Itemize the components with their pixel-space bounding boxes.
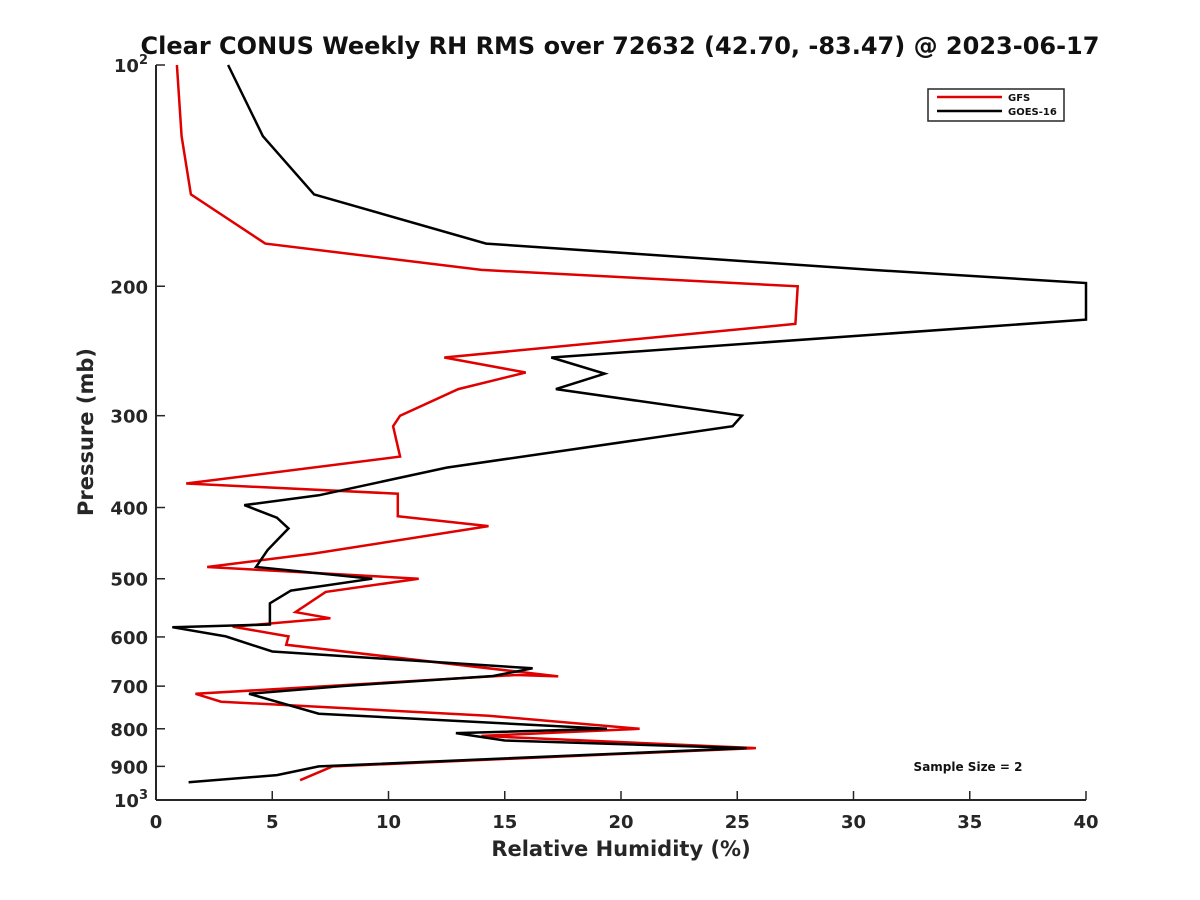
x-tick-label: 5	[266, 812, 279, 833]
y-ticks: 102 200 300 400 500 600 700 800 900 103	[110, 53, 165, 812]
x-tick-label: 20	[608, 812, 633, 833]
series-layer	[172, 64, 1088, 784]
y-tick-label: 102	[114, 53, 148, 77]
series-line-goes-16	[172, 64, 1088, 784]
x-tick-label: 35	[957, 812, 982, 833]
y-tick-label: 900	[110, 757, 148, 778]
sample-size-annotation: Sample Size = 2	[914, 760, 1023, 774]
legend: GFS GOES-16	[927, 88, 1065, 122]
x-axis-label: Relative Humidity (%)	[491, 837, 750, 861]
y-tick-label: 800	[110, 720, 148, 741]
y-tick-label: 200	[110, 277, 148, 298]
x-tick-label: 40	[1073, 812, 1098, 833]
x-tick-label: 15	[492, 812, 517, 833]
legend-label-goes16: GOES-16	[1008, 107, 1057, 118]
legend-box	[927, 88, 1065, 122]
x-tick-label: 25	[725, 812, 750, 833]
x-tick-label: 0	[150, 812, 163, 833]
y-tick-label: 700	[110, 677, 148, 698]
y-tick-label: 400	[110, 499, 148, 520]
legend-label-gfs: GFS	[1008, 93, 1030, 104]
y-tick-label: 103	[114, 788, 148, 812]
y-axis-label: Pressure (mb)	[74, 348, 98, 516]
chart-title: Clear CONUS Weekly RH RMS over 72632 (42…	[141, 32, 1100, 60]
y-tick-label: 500	[110, 570, 148, 591]
x-tick-label: 10	[376, 812, 401, 833]
y-tick-label: 300	[110, 407, 148, 428]
x-tick-label: 30	[841, 812, 866, 833]
x-ticks: 0 5 10 15 20 25 30 35 40	[150, 791, 1099, 833]
y-tick-label: 600	[110, 628, 148, 649]
